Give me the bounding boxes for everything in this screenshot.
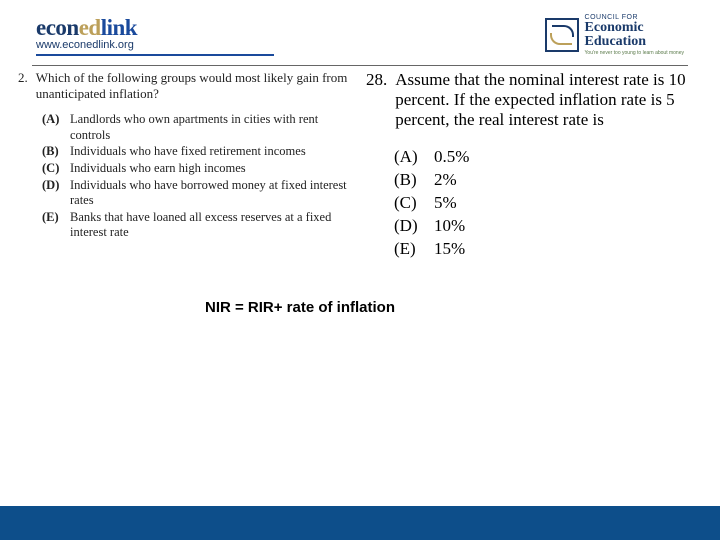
logo-part1: econ [36,15,79,40]
option-row: (B) 2% [394,169,708,191]
option-row: (A) Landlords who own apartments in citie… [42,112,360,143]
option-row: (D) 10% [394,215,708,237]
option-row: (B) Individuals who have fixed retirement… [42,144,360,160]
option-label: (A) [42,112,64,143]
option-row: (D) Individuals who have borrowed money a… [42,178,360,209]
formula-text: NIR = RIR+ rate of inflation [0,299,720,316]
footer-bar [0,506,720,540]
logo-underline [36,54,274,56]
left-column: 2. Which of the following groups would m… [18,70,360,261]
cee-line1: Economic [585,21,684,35]
question-number: 28. [366,70,387,130]
options-list-left: (A) Landlords who own apartments in citie… [42,112,360,241]
content-area: 2. Which of the following groups would m… [0,66,720,261]
option-text: Banks that have loaned all excess reserv… [70,210,360,241]
econedlink-logo: econedlink www.econedlink.org [36,15,274,56]
option-text: Individuals who earn high incomes [70,161,246,177]
question-text: Which of the following groups would most… [36,70,360,102]
option-text: Landlords who own apartments in cities w… [70,112,360,143]
option-label: (C) [394,192,422,214]
option-label: (A) [394,146,422,168]
option-row: (C) Individuals who earn high incomes [42,161,360,177]
option-label: (B) [42,144,64,160]
cee-line2: Education [585,35,684,49]
option-text: 10% [434,215,465,237]
option-text: Individuals who have borrowed money at f… [70,178,360,209]
option-text: 2% [434,169,457,191]
option-text: Individuals who have fixed retirement in… [70,144,306,160]
logo-url: www.econedlink.org [36,39,274,51]
cee-icon [545,18,579,52]
options-list-right: (A) 0.5% (B) 2% (C) 5% (D) 10% (E) 15% [394,146,708,260]
question-text: Assume that the nominal interest rate is… [395,70,708,130]
option-row: (C) 5% [394,192,708,214]
logo-part2: ed [79,15,101,40]
option-label: (C) [42,161,64,177]
option-label: (B) [394,169,422,191]
option-text: 5% [434,192,457,214]
page-header: econedlink www.econedlink.org COUNCIL FO… [0,0,720,62]
option-label: (E) [42,210,64,241]
logo-wordmark: econedlink [36,15,274,41]
cee-text: COUNCIL FOR Economic Education You're ne… [585,14,684,56]
cee-logo: COUNCIL FOR Economic Education You're ne… [545,14,684,56]
question-28: 28. Assume that the nominal interest rat… [366,70,708,130]
option-row: (A) 0.5% [394,146,708,168]
option-label: (D) [394,215,422,237]
question-number: 2. [18,70,28,102]
option-label: (D) [42,178,64,209]
option-text: 0.5% [434,146,469,168]
right-column: 28. Assume that the nominal interest rat… [366,70,708,261]
option-text: 15% [434,238,465,260]
option-label: (E) [394,238,422,260]
cee-tagline: You're never too young to learn about mo… [585,51,684,56]
option-row: (E) Banks that have loaned all excess res… [42,210,360,241]
question-2: 2. Which of the following groups would m… [18,70,360,102]
option-row: (E) 15% [394,238,708,260]
logo-part3: link [101,15,137,40]
